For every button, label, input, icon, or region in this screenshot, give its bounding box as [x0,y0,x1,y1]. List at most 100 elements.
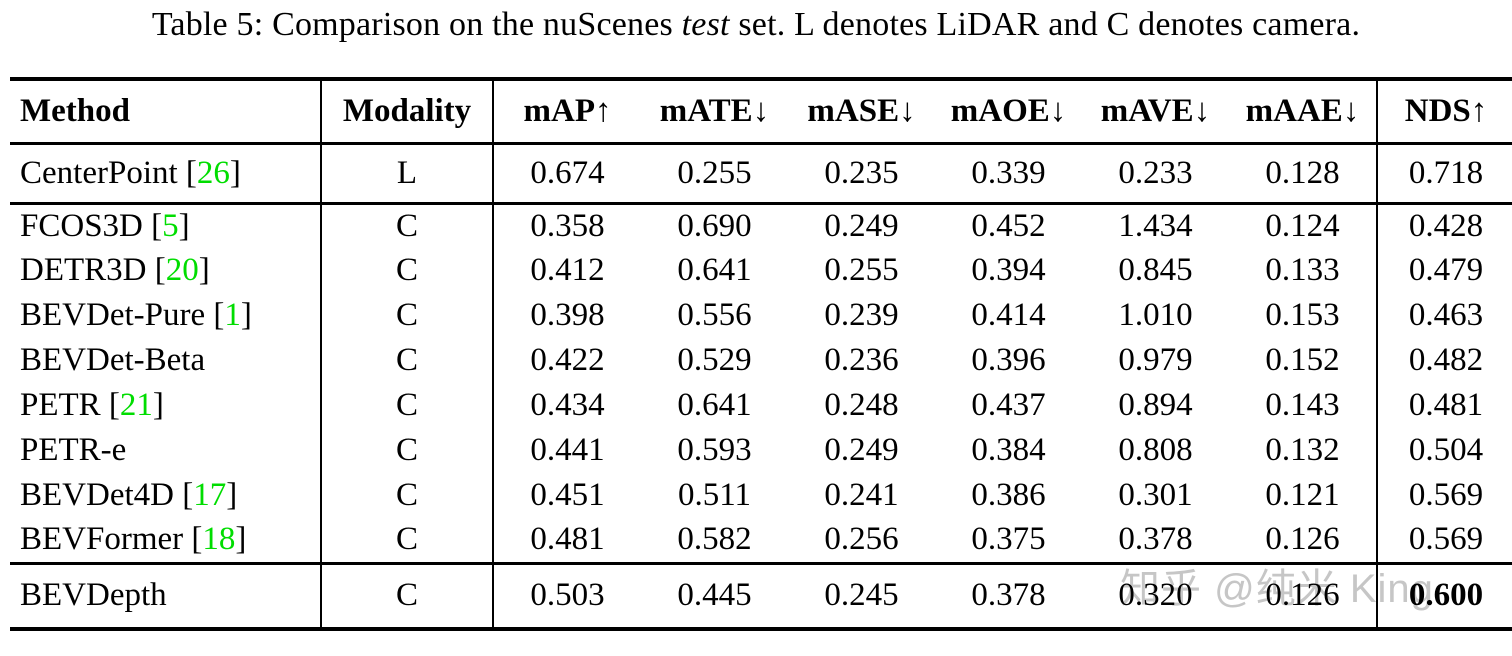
citation-number: 1 [224,297,241,333]
nds-cell: 0.718 [1376,143,1512,203]
table-row: BEVDet-Beta C 0.422 0.529 0.236 0.396 0.979 0.1… [10,338,1512,383]
metric-cell: 0.511 [677,477,752,513]
table-section-0: CenterPoint [26] L 0.674 0.255 0.235 0.339 0.2… [10,143,1512,203]
metric-cell: 0.235 [824,154,899,191]
header-mate: mATE↓ [659,92,770,129]
table-section-2: BEVDepth C 0.503 0.445 0.245 0.378 0.320 0.126 0… [10,563,1512,629]
metric-cell: 0.301 [1118,477,1193,513]
nds-cell: 0.428 [1376,203,1512,248]
metric-cell: 0.481 [492,518,641,563]
header-nds: NDS↑ [1376,79,1512,143]
modality-cell: C [320,293,493,338]
caption-text-post: set. L denotes LiDAR and C denotes camer… [729,6,1361,43]
nds-cell: 0.569 [1376,473,1512,518]
metric-cell: 0.845 [1118,252,1193,288]
metric-cell: 0.422 [492,338,641,383]
method-cell: BEVDet-Pure [1] [20,297,252,333]
method-cell: BEVFormer [18] [20,521,247,558]
header-map: mAP↑ [492,79,641,143]
metric-cell: 1.434 [1118,207,1193,244]
table-caption: Table 5: Comparison on the nuScenes test… [0,6,1512,44]
metric-cell: 0.641 [677,252,752,288]
modality-cell: C [320,203,493,248]
metric-cell: 0.398 [492,293,641,338]
modality-cell: C [320,563,493,629]
metric-cell: 0.124 [1265,207,1340,244]
metric-cell: 0.256 [824,521,899,558]
modality-cell: C [320,248,493,293]
nds-cell: 0.481 [1376,383,1512,428]
metric-cell: 0.233 [1118,154,1193,191]
metric-cell: 0.320 [1118,577,1193,614]
method-cell: CenterPoint [26] [20,154,241,191]
table-row: BEVDepth C 0.503 0.445 0.245 0.378 0.320 0.126 0… [10,563,1512,629]
metric-cell: 0.152 [1265,342,1340,378]
metric-cell: 0.674 [492,143,641,203]
header-row: Method Modality mAP↑ mATE↓ mASE↓ mAOE↓ m… [10,79,1512,143]
table-section-1: FCOS3D [5] C 0.358 0.690 0.249 0.452 1.434 0.12… [10,203,1512,563]
metric-cell: 0.126 [1265,577,1340,614]
metric-cell: 0.394 [971,252,1046,288]
modality-cell: L [320,143,493,203]
nds-cell: 0.463 [1376,293,1512,338]
metric-cell: 0.241 [824,477,899,513]
nds-cell: 0.482 [1376,338,1512,383]
nds-cell: 0.479 [1376,248,1512,293]
metric-cell: 0.582 [677,521,752,558]
table-row: PETR-e C 0.441 0.593 0.249 0.384 0.808 0.132 0.5… [10,428,1512,473]
metric-cell: 0.236 [824,342,899,378]
modality-cell: C [320,338,493,383]
modality-cell: C [320,518,493,563]
metric-cell: 0.593 [677,432,752,468]
metric-cell: 0.808 [1118,432,1193,468]
metric-cell: 0.386 [971,477,1046,513]
metric-cell: 0.378 [1118,521,1193,558]
metric-cell: 0.641 [677,387,752,423]
metric-cell: 0.979 [1118,342,1193,378]
metric-cell: 0.445 [677,577,752,614]
metric-cell: 0.529 [677,342,752,378]
citation-number: 21 [119,387,153,423]
nds-cell: 0.504 [1376,428,1512,473]
metric-cell: 0.358 [492,203,641,248]
header-modality: Modality [320,79,493,143]
table-header: Method Modality mAP↑ mATE↓ mASE↓ mAOE↓ m… [10,79,1512,143]
metric-cell: 0.255 [677,154,752,191]
metric-cell: 0.248 [824,387,899,423]
method-cell: FCOS3D [5] [20,207,190,244]
table-row: BEVFormer [18] C 0.481 0.582 0.256 0.375 0.378… [10,518,1512,563]
method-cell: PETR [21] [20,387,164,423]
metric-cell: 0.121 [1265,477,1340,513]
metric-cell: 0.245 [824,577,899,614]
metric-cell: 0.690 [677,207,752,244]
citation-number: 17 [193,477,227,513]
metric-cell: 0.249 [824,207,899,244]
metric-cell: 0.414 [971,297,1046,333]
table-row: BEVDet4D [17] C 0.451 0.511 0.241 0.386 0.301 0… [10,473,1512,518]
metric-cell: 1.010 [1118,297,1193,333]
table-row: FCOS3D [5] C 0.358 0.690 0.249 0.452 1.434 0.12… [10,203,1512,248]
metric-cell: 0.451 [492,473,641,518]
metric-cell: 0.434 [492,383,641,428]
citation-number: 5 [162,207,179,244]
metric-cell: 0.384 [971,432,1046,468]
metric-cell: 0.339 [971,154,1046,191]
header-mave: mAVE↓ [1100,92,1211,129]
modality-cell: C [320,428,493,473]
metric-cell: 0.441 [492,428,641,473]
method-cell: PETR-e [20,432,127,468]
citation-number: 26 [196,154,230,191]
metric-cell: 0.412 [492,248,641,293]
modality-cell: C [320,473,493,518]
metric-cell: 0.503 [492,563,641,629]
metric-cell: 0.255 [824,252,899,288]
metric-cell: 0.894 [1118,387,1193,423]
metric-cell: 0.378 [971,577,1046,614]
metric-cell: 0.153 [1265,297,1340,333]
citation-number: 20 [165,252,199,288]
metric-cell: 0.375 [971,521,1046,558]
method-cell: BEVDet4D [17] [20,477,238,513]
metric-cell: 0.239 [824,297,899,333]
modality-cell: C [320,383,493,428]
